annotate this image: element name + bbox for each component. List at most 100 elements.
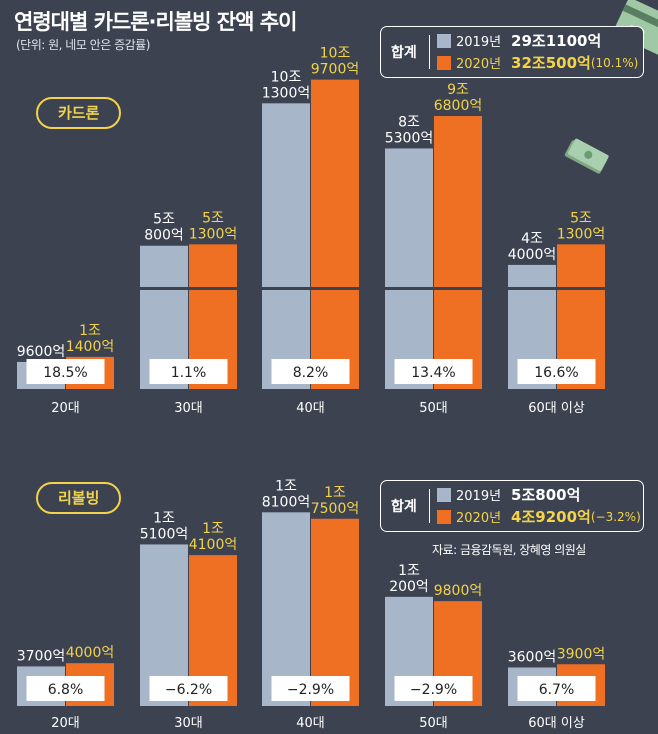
- chart-subtitle: (단위: 원, 네모 안은 증감률): [16, 38, 150, 52]
- data-label: 9700억: [311, 62, 360, 78]
- legend-value: 5조800억: [511, 486, 581, 504]
- category-label: 30대: [174, 401, 203, 416]
- data-label: 8조: [398, 114, 420, 130]
- legend-divider: [429, 489, 430, 523]
- data-label: 800억: [144, 228, 184, 244]
- legend-divider: [429, 35, 430, 69]
- data-label: 4000억: [66, 645, 115, 661]
- category-label: 20대: [51, 716, 80, 731]
- legend-row-2019: 2019년 29조1100억: [437, 30, 601, 51]
- chart-panel-2: 6.8% 20대 −6.2% 30대 −2.9% 40대 −2.9% 50대 6.7% 60대 이…: [17, 512, 605, 731]
- data-label: 4000억: [508, 247, 557, 263]
- axis-break-line: [557, 287, 605, 290]
- legend-value: 29조1100억: [511, 32, 602, 50]
- data-label: 7500억: [311, 501, 360, 517]
- legend-year: 2020년: [456, 57, 502, 72]
- data-label: 9조: [447, 82, 469, 98]
- data-label: 1400억: [66, 339, 115, 355]
- banknote-icon: [564, 138, 609, 174]
- growth-rate-label: 16.6%: [534, 365, 578, 381]
- growth-rate-box: [517, 359, 596, 384]
- legend-year: 2019년: [456, 35, 502, 50]
- growth-rate-label: −2.9%: [287, 682, 334, 698]
- data-label: 10조: [271, 69, 302, 85]
- data-label: 1300억: [189, 226, 238, 242]
- growth-rate-label: 6.8%: [48, 682, 84, 698]
- category-label: 20대: [51, 401, 80, 416]
- data-label: 1조: [153, 510, 175, 526]
- bar-2019년-50대: [385, 148, 433, 389]
- axis-break-line: [508, 287, 556, 290]
- legend-row-2020: 2020년 32조500억 (10.1%): [437, 52, 638, 73]
- legend-title: 합계: [391, 45, 417, 61]
- chart-panel-1: 18.5% 20대 1.1% 30대 8.2% 40대 13.4% 50대 16.6% 60대 이…: [17, 79, 605, 416]
- data-label: 3900억: [557, 646, 606, 662]
- data-label: 5100억: [140, 526, 189, 542]
- growth-rate-box: [517, 676, 596, 701]
- legend-pct: (10.1%): [590, 55, 639, 70]
- legend-swatch-2020: [437, 55, 451, 70]
- growth-rate-label: 8.2%: [293, 365, 329, 381]
- data-label: 1조: [324, 485, 346, 501]
- category-label: 60대 이상: [528, 716, 585, 731]
- growth-rate-box: [394, 676, 473, 701]
- data-label: 10조: [320, 46, 351, 62]
- growth-rate-box: [149, 359, 228, 384]
- growth-rate-box: [271, 676, 350, 701]
- data-label: 5조: [153, 212, 175, 228]
- data-label: 4100억: [189, 537, 238, 553]
- data-label: 9600억: [17, 344, 66, 360]
- data-label: 5300억: [385, 130, 434, 146]
- legend-row-2020: 2020년 4조9200억 (−3.2%): [437, 506, 641, 527]
- growth-rate-label: 18.5%: [43, 365, 87, 381]
- legend-title: 합계: [391, 499, 417, 515]
- legend-swatch-2019: [437, 33, 451, 48]
- bar-2019년-40대: [262, 512, 310, 706]
- growth-rate-label: 13.4%: [411, 365, 455, 381]
- legend-row-2019: 2019년 5조800억: [437, 484, 580, 505]
- legend-year: 2020년: [456, 511, 502, 526]
- growth-rate-box: [26, 676, 105, 701]
- legend-revolving: 합계 2019년 5조800억 2020년 4조9200억 (−3.2%): [380, 480, 644, 532]
- category-label: 30대: [174, 716, 203, 731]
- data-label: 5조: [570, 210, 592, 226]
- legend-pct: (−3.2%): [590, 509, 641, 524]
- axis-break-line: [311, 287, 359, 290]
- bar-2020년-40대: [311, 79, 359, 390]
- legend-swatch-2019: [437, 487, 451, 502]
- growth-rate-box: [394, 359, 473, 384]
- growth-rate-label: 1.1%: [171, 365, 207, 381]
- data-label: 5조: [202, 210, 224, 226]
- legend-value: 4조9200억: [511, 508, 591, 526]
- data-label: 1조: [202, 521, 224, 537]
- data-label: 1300억: [262, 85, 311, 101]
- bar-2020년-40대: [311, 518, 359, 706]
- growth-rate-box: [271, 359, 350, 384]
- legend-swatch-2020: [437, 509, 451, 524]
- category-label: 40대: [296, 716, 325, 731]
- section-label-revolving: 리볼빙: [36, 482, 122, 514]
- data-label: 1300억: [557, 226, 606, 242]
- data-label: 3600억: [508, 649, 557, 665]
- legend-value: 32조500억: [511, 54, 591, 72]
- axis-break-line: [189, 287, 237, 290]
- data-label: 1조: [398, 563, 420, 579]
- data-label: 9800억: [434, 583, 483, 599]
- growth-rate-box: [149, 676, 228, 701]
- axis-break-line: [434, 287, 482, 290]
- category-label: 40대: [296, 401, 325, 416]
- legend-year: 2019년: [456, 489, 502, 504]
- legend-card-loan: 합계 2019년 29조1100억 2020년 32조500억 (10.1%): [380, 26, 644, 78]
- growth-rate-label: 6.7%: [539, 682, 575, 698]
- data-label: 3700억: [17, 648, 66, 664]
- growth-rate-box: [26, 359, 105, 384]
- growth-rate-label: −2.9%: [410, 682, 457, 698]
- data-label: 1조: [79, 323, 101, 339]
- category-label: 50대: [419, 401, 448, 416]
- data-label: 4조: [521, 231, 543, 247]
- data-label: 6800억: [434, 98, 483, 114]
- source-note: 자료: 금융감독원, 장혜영 의원실: [432, 543, 586, 557]
- data-label: 200억: [389, 579, 429, 595]
- bar-2019년-40대: [262, 103, 310, 390]
